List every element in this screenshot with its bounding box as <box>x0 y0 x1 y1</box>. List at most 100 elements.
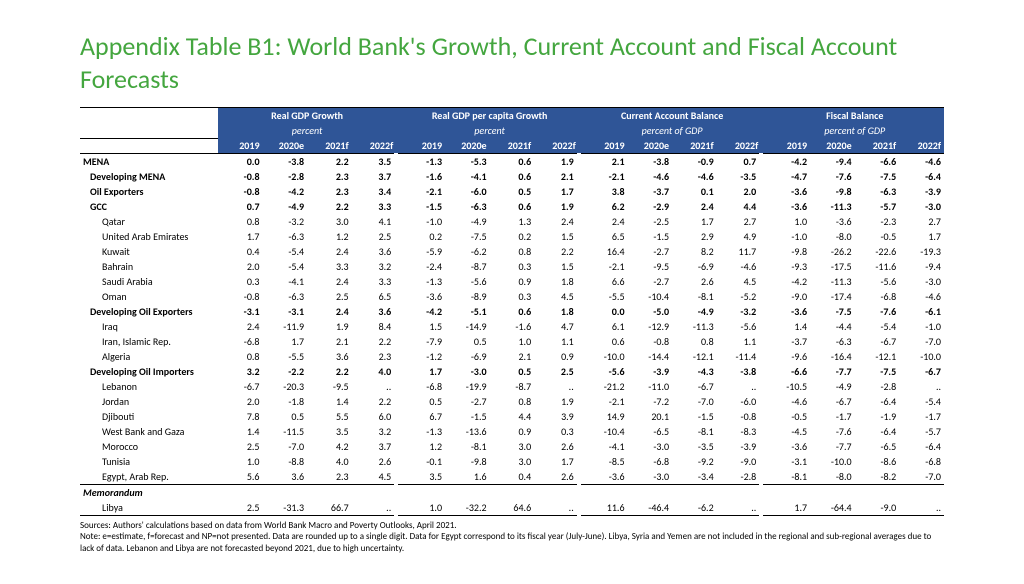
cell: -5.4 <box>263 244 308 259</box>
cell: -2.7 <box>628 244 673 259</box>
cell: -1.6 <box>400 169 445 184</box>
cell: -4.1 <box>445 169 490 184</box>
cell: 1.1 <box>717 334 762 349</box>
cell: 2.5 <box>534 364 579 379</box>
row-label: Egypt, Arab Rep. <box>80 469 218 485</box>
cell: 3.6 <box>352 304 397 319</box>
cell: -5.0 <box>628 304 673 319</box>
row-label: Qatar <box>80 214 218 229</box>
cell: 1.8 <box>534 274 579 289</box>
cell: -3.0 <box>899 274 944 289</box>
row-label: Tunisia <box>80 454 218 469</box>
cell: -6.8 <box>855 289 900 304</box>
cell: 2.4 <box>307 274 352 289</box>
cell: -11.3 <box>810 274 855 289</box>
cell: 1.3 <box>490 214 535 229</box>
cell: 2.2 <box>307 199 352 214</box>
cell: -7.6 <box>810 424 855 439</box>
cell: -4.2 <box>765 274 810 289</box>
cell: 0.4 <box>490 469 535 485</box>
cell: -6.6 <box>855 154 900 170</box>
cell: -0.8 <box>218 184 263 199</box>
cell: -1.0 <box>400 214 445 229</box>
cell: 1.9 <box>534 394 579 409</box>
cell: -3.7 <box>628 184 673 199</box>
cell: -4.1 <box>583 439 628 454</box>
year-col: 2020e <box>263 138 308 154</box>
cell: 0.5 <box>445 334 490 349</box>
cell: 2.9 <box>672 229 717 244</box>
year-col: 2022f <box>352 138 397 154</box>
cell: 6.0 <box>352 409 397 424</box>
cell: -3.8 <box>717 364 762 379</box>
cell: 2.1 <box>307 334 352 349</box>
cell: -19.9 <box>445 379 490 394</box>
cell: 3.8 <box>583 184 628 199</box>
cell: 0.0 <box>583 304 628 319</box>
year-col: 2020e <box>445 138 490 154</box>
cell: 2.2 <box>534 244 579 259</box>
cell: -5.7 <box>899 424 944 439</box>
cell: -5.2 <box>717 289 762 304</box>
table-row: Bahrain2.0-5.43.33.2-2.4-8.70.31.5-2.1-9… <box>80 259 944 274</box>
cell: -6.8 <box>899 454 944 469</box>
cell: -4.5 <box>765 424 810 439</box>
year-col: 2021f <box>490 138 535 154</box>
memo-label: Memorandum <box>80 485 218 501</box>
cell: 3.6 <box>352 244 397 259</box>
cell: -3.6 <box>765 184 810 199</box>
cell: -0.9 <box>672 154 717 170</box>
cell: 0.6 <box>490 154 535 170</box>
table-row: Morocco2.5-7.04.23.71.2-8.13.02.6-4.1-3.… <box>80 439 944 454</box>
cell: -6.7 <box>672 379 717 394</box>
cell: -7.0 <box>672 394 717 409</box>
cell: -2.5 <box>628 214 673 229</box>
cell: 0.6 <box>490 199 535 214</box>
cell: -4.7 <box>765 169 810 184</box>
cell: -12.9 <box>628 319 673 334</box>
cell: 3.3 <box>352 274 397 289</box>
source-line: Sources: Authors' calculations based on … <box>80 520 944 531</box>
cell: -11.4 <box>717 349 762 364</box>
year-col: 2019 <box>218 138 263 154</box>
col-group: Real GDP per capita Growth <box>400 108 578 124</box>
cell: 0.8 <box>490 244 535 259</box>
cell: 4.5 <box>717 274 762 289</box>
cell: -9.0 <box>855 500 900 516</box>
cell: 0.1 <box>672 184 717 199</box>
cell: 3.5 <box>400 469 445 485</box>
cell: -7.0 <box>899 334 944 349</box>
cell: -4.1 <box>263 274 308 289</box>
cell: -5.5 <box>263 349 308 364</box>
cell: 4.5 <box>352 469 397 485</box>
cell: -6.3 <box>263 229 308 244</box>
cell: 2.2 <box>307 154 352 170</box>
cell: -2.2 <box>263 364 308 379</box>
cell: -1.2 <box>400 349 445 364</box>
cell: -14.9 <box>445 319 490 334</box>
cell: -2.7 <box>445 394 490 409</box>
cell: -10.0 <box>810 454 855 469</box>
cell: -4.6 <box>899 289 944 304</box>
cell: -22.6 <box>855 244 900 259</box>
cell: -7.6 <box>855 304 900 319</box>
cell: 0.2 <box>490 229 535 244</box>
cell: -6.3 <box>445 199 490 214</box>
cell: 1.9 <box>307 319 352 334</box>
cell: -8.7 <box>490 379 535 394</box>
cell: 1.4 <box>765 319 810 334</box>
cell: -7.7 <box>810 364 855 379</box>
cell: 2.4 <box>307 244 352 259</box>
cell: 2.5 <box>218 439 263 454</box>
table-row: Oman-0.8-6.32.56.5-3.6-8.90.34.5-5.5-10.… <box>80 289 944 304</box>
cell: -6.5 <box>855 439 900 454</box>
cell: -3.0 <box>628 469 673 485</box>
cell: 0.9 <box>490 274 535 289</box>
cell: -6.5 <box>628 424 673 439</box>
cell: -9.2 <box>672 454 717 469</box>
cell: -8.9 <box>445 289 490 304</box>
cell: 0.4 <box>218 244 263 259</box>
cell: -3.6 <box>765 199 810 214</box>
cell: -3.6 <box>765 304 810 319</box>
cell: 0.8 <box>490 394 535 409</box>
